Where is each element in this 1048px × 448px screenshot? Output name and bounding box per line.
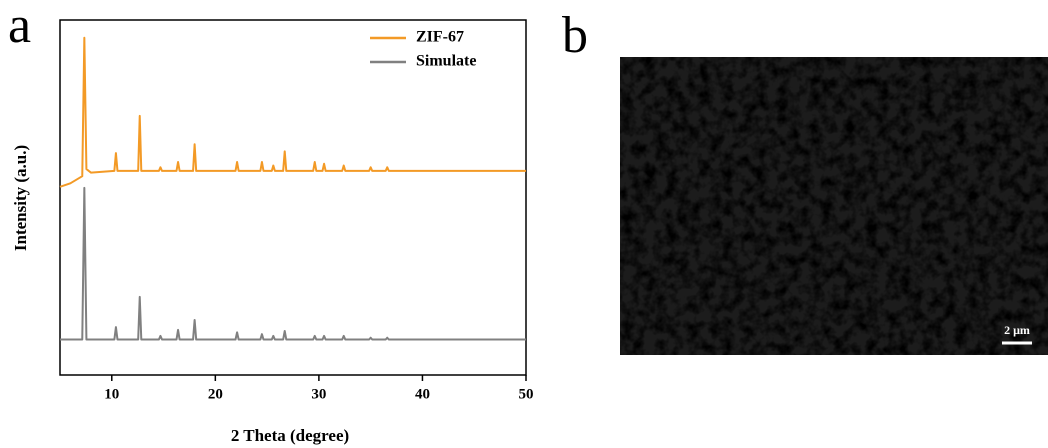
plot-frame xyxy=(59,19,527,376)
x-tick-label: 20 xyxy=(208,386,223,402)
data-line xyxy=(59,36,526,188)
x-tick-label: 50 xyxy=(519,386,534,402)
x-tick-label: 40 xyxy=(415,386,430,402)
x-tick-label: 10 xyxy=(104,386,119,402)
data-line xyxy=(60,186,526,341)
panel-label: b xyxy=(562,7,588,64)
panel-label: a xyxy=(8,0,31,54)
x-tick-label: 30 xyxy=(311,386,326,402)
x-axis-label: 2 Theta (degree) xyxy=(231,426,349,445)
legend-label: Simulate xyxy=(416,53,476,70)
scale-bar-label: 2 μm xyxy=(1004,323,1030,337)
sem-image: 2 μm xyxy=(620,57,1048,355)
legend-label: ZIF-67 xyxy=(416,29,464,46)
y-axis-label: Intensity (a.u.) xyxy=(11,145,30,251)
sem-texture xyxy=(620,57,1048,355)
